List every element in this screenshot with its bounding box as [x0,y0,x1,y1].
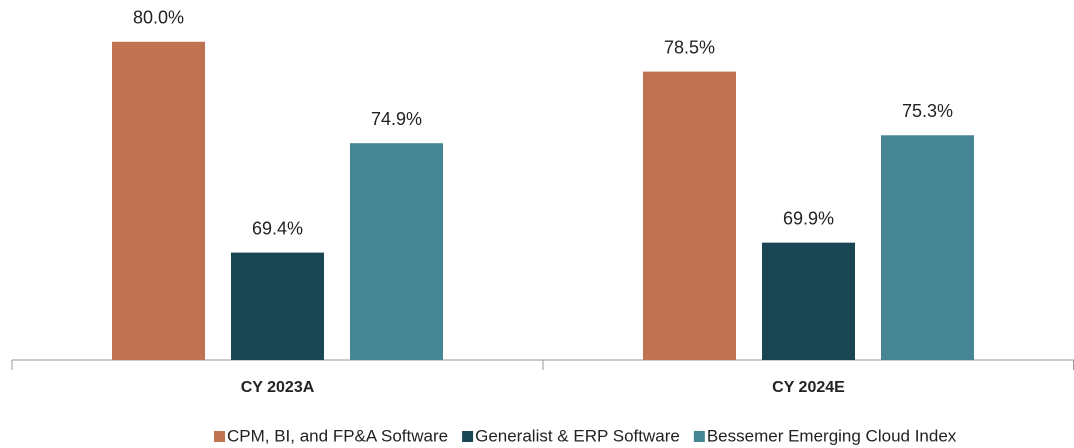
legend-swatch [693,431,705,442]
bar [762,242,855,360]
legend-swatch [462,431,474,442]
x-tick-label: CY 2024E [772,379,845,396]
legend-label: Bessemer Emerging Cloud Index [707,426,957,445]
x-tick-label: CY 2023A [241,379,315,396]
data-label: 78.5% [664,37,715,57]
legend-label: CPM, BI, and FP&A Software [227,426,448,445]
data-label: 80.0% [133,8,184,28]
bar [881,135,974,360]
data-label: 75.3% [902,101,953,121]
data-label: 74.9% [371,109,422,129]
bar [112,41,205,361]
bar [350,143,443,360]
data-label: 69.4% [252,218,303,238]
legend-label: Generalist & ERP Software [475,426,680,445]
bar [231,252,324,360]
bar [643,71,736,360]
legend-swatch [214,431,225,442]
data-label: 69.9% [783,208,834,228]
